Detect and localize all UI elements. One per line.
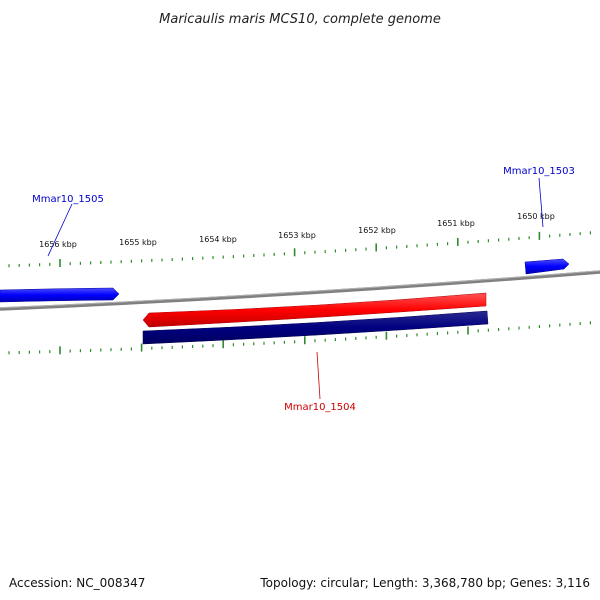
cds-feature-mmar10-1505[interactable]	[0, 287, 120, 303]
leader-line-mmar10-1505	[47, 203, 73, 257]
gene-label-mmar10-1504[interactable]: Mmar10_1504	[284, 402, 356, 413]
genome-backbone-highlight	[0, 270, 600, 309]
tick-label-1656: 1656 kbp	[39, 240, 77, 249]
tick-label-1655: 1655 kbp	[119, 238, 157, 247]
tick-label-1654: 1654 kbp	[199, 235, 237, 244]
tick-label-1653: 1653 kbp	[278, 231, 316, 240]
map-title: Maricaulis maris MCS10, complete genome	[159, 12, 441, 27]
outer-tick-ring	[8, 231, 592, 268]
tick-label-1651: 1651 kbp	[437, 219, 475, 228]
inner-tick-ring	[8, 321, 592, 355]
tick-label-1652: 1652 kbp	[358, 226, 396, 235]
genome-summary-text: Topology: circular; Length: 3,368,780 bp…	[260, 576, 590, 590]
tick-label-1650: 1650 kbp	[517, 212, 555, 221]
gene-label-mmar10-1505[interactable]: Mmar10_1505	[32, 194, 104, 205]
gene-label-mmar10-1503[interactable]: Mmar10_1503	[503, 166, 575, 177]
leader-line-mmar10-1504	[316, 351, 321, 400]
accession-text: Accession: NC_008347	[9, 576, 146, 590]
genome-backbone	[0, 270, 600, 311]
gene-feature-mmar10-1504[interactable]	[142, 310, 489, 345]
leader-line-mmar10-1503	[538, 177, 544, 228]
cds-feature-mmar10-1503[interactable]	[524, 258, 570, 275]
cds-feature-mmar10-1504[interactable]	[142, 292, 487, 328]
